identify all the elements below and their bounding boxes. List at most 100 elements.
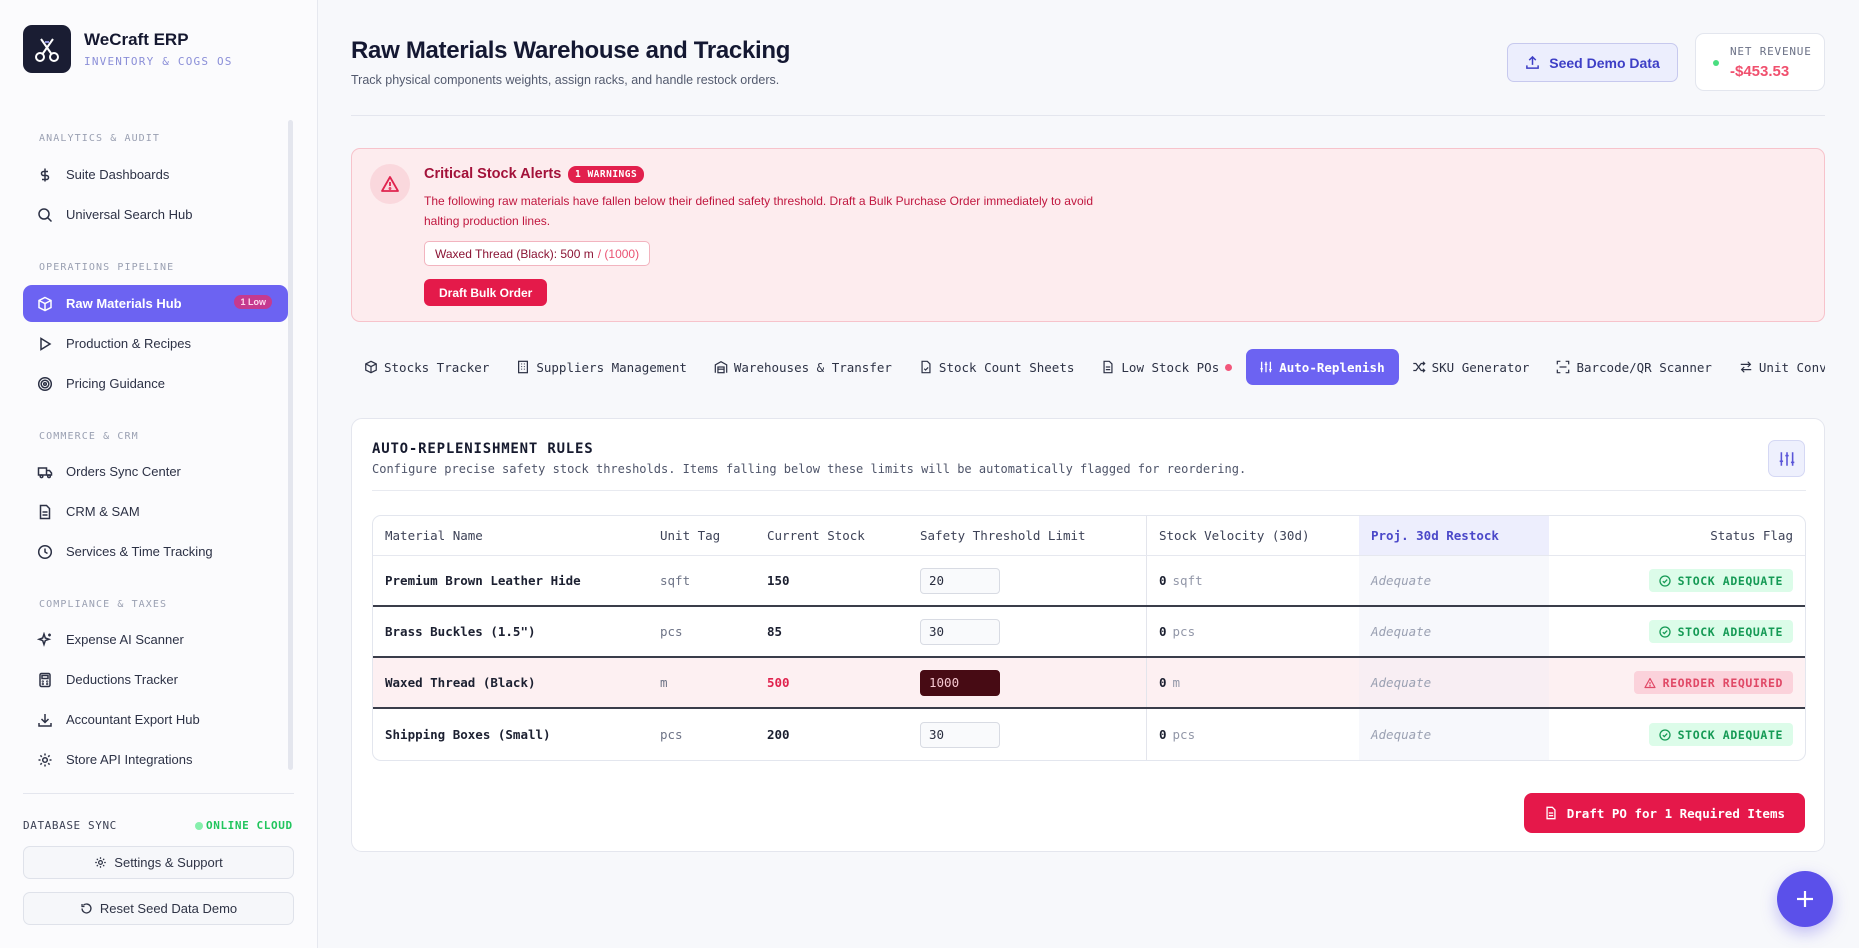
net-revenue-label: NET REVENUE	[1730, 45, 1812, 58]
sidebar-item-label: Pricing Guidance	[66, 376, 165, 391]
database-status-text: ONLINE CLOUD	[206, 819, 293, 832]
status-text: REORDER REQUIRED	[1662, 675, 1783, 690]
column-header[interactable]: Current Stock	[767, 528, 865, 543]
tab-auto-replenish[interactable]: Auto-Replenish	[1246, 349, 1399, 385]
low-stock-chip[interactable]: Waxed Thread (Black): 500 m / (1000)	[424, 241, 651, 266]
sidebar-item-universal-search[interactable]: Universal Search Hub	[23, 196, 288, 233]
material-name: Brass Buckles (1.5")	[385, 624, 536, 639]
tab-sku-generator[interactable]: SKU Generator	[1399, 349, 1544, 385]
brand[interactable]: WeCraft ERP INVENTORY & COGS OS	[23, 25, 233, 73]
column-divider	[1146, 607, 1147, 656]
sidebar-item-pricing[interactable]: Pricing Guidance	[23, 365, 288, 402]
tab-label: Low Stock POs	[1121, 359, 1220, 375]
column-header[interactable]: Status Flag	[1710, 528, 1793, 543]
sidebar-item-orders-sync[interactable]: Orders Sync Center	[23, 453, 288, 490]
critical-stock-alert: Critical Stock Alerts 1 WARNINGS The fol…	[351, 148, 1825, 322]
add-floating-button[interactable]	[1777, 871, 1833, 927]
dollar-icon	[40, 168, 50, 181]
draft-bulk-order-button[interactable]: Draft Bulk Order	[424, 279, 548, 306]
column-header[interactable]: Safety Threshold Limit	[920, 528, 1086, 543]
sidebar-item-deductions[interactable]: Deductions Tracker	[23, 661, 288, 698]
box-icon	[365, 360, 377, 374]
sidebar-item-suite-dashboards[interactable]: Suite Dashboards	[23, 156, 288, 193]
status-text: STOCK ADEQUATE	[1677, 573, 1783, 588]
column-header[interactable]: Stock Velocity (30d)	[1159, 528, 1310, 543]
threshold-input[interactable]: 30	[920, 721, 1000, 748]
current-stock: 85	[767, 624, 783, 639]
file-icon	[921, 360, 931, 374]
warnings-badge: 1 WARNINGS	[568, 166, 645, 183]
threshold-input[interactable]: 30	[920, 618, 1000, 645]
threshold-input[interactable]: 20	[920, 567, 1000, 594]
check-circle-icon	[1659, 574, 1671, 587]
tab-stock-count[interactable]: Stock Count Sheets	[906, 349, 1088, 385]
calculator-icon	[39, 672, 51, 687]
column-divider	[1146, 709, 1147, 760]
download-icon	[38, 713, 52, 727]
sidebar-item-label: CRM & SAM	[66, 504, 140, 519]
alert-title: Critical Stock Alerts	[424, 166, 562, 182]
target-icon	[37, 376, 53, 391]
sidebar-item-label: Accountant Export Hub	[66, 712, 200, 727]
sidebar-item-production[interactable]: Production & Recipes	[23, 325, 288, 362]
settings-support-button[interactable]: Settings & Support	[23, 846, 294, 879]
tab-warehouses[interactable]: Warehouses & Transfer	[701, 349, 906, 385]
adjust-settings-button[interactable]	[1768, 440, 1805, 477]
current-stock: 150	[767, 573, 790, 588]
table-row: Shipping Boxes (Small) pcs 200 30 0 pcs A…	[373, 709, 1805, 760]
tab-stocks-tracker[interactable]: Stocks Tracker	[351, 349, 503, 385]
material-name: Waxed Thread (Black)	[385, 675, 536, 690]
tab-low-stock-pos[interactable]: Low Stock POs	[1088, 349, 1246, 385]
tab-unit-converter[interactable]: Unit Converter	[1726, 349, 1825, 385]
clock-icon	[37, 544, 53, 559]
sidebar: WeCraft ERP INVENTORY & COGS OS ANALYTIC…	[0, 0, 318, 948]
check-circle-icon	[1659, 728, 1671, 741]
card-title: AUTO-REPLENISHMENT RULES	[372, 441, 594, 457]
building-icon	[518, 360, 529, 374]
seed-demo-data-button[interactable]: Seed Demo Data	[1507, 43, 1678, 82]
sidebar-item-label: Raw Materials Hub	[66, 296, 182, 311]
page-subtitle: Track physical components weights, assig…	[351, 73, 780, 87]
threshold-input[interactable]: 1000	[920, 669, 1000, 696]
brand-name: WeCraft ERP	[84, 30, 189, 49]
sparkle-icon	[37, 631, 52, 647]
warehouse-icon	[714, 361, 728, 374]
low-stock-chip-limit: / (1000)	[597, 246, 640, 261]
column-header[interactable]: Proj. 30d Restock	[1359, 516, 1549, 555]
column-header[interactable]: Unit Tag	[660, 528, 721, 543]
tab-suppliers[interactable]: Suppliers Management	[503, 349, 701, 385]
status-text: STOCK ADEQUATE	[1677, 727, 1783, 742]
unit-tag: m	[660, 675, 668, 690]
sidebar-item-services-time[interactable]: Services & Time Tracking	[23, 533, 288, 570]
sidebar-item-store-api[interactable]: Store API Integrations	[23, 741, 288, 778]
unit-tag: pcs	[660, 624, 683, 639]
search-icon	[38, 207, 53, 222]
low-stock-badge: 1 Low	[234, 295, 272, 309]
settings-support-label: Settings & Support	[114, 855, 223, 870]
nav-section-compliance: COMPLIANCE & TAXES	[39, 599, 168, 610]
reset-seed-button[interactable]: Reset Seed Data Demo	[23, 892, 294, 925]
velocity-unit: pcs	[1172, 624, 1196, 639]
sidebar-item-crm[interactable]: CRM & SAM	[23, 493, 288, 530]
unit-tag: sqft	[660, 573, 691, 588]
nav-section-commerce: COMMERCE & CRM	[39, 431, 139, 442]
tab-barcode-scanner[interactable]: Barcode/QR Scanner	[1543, 349, 1725, 385]
status-dot-icon	[1713, 60, 1719, 66]
projected-restock: Adequate	[1359, 556, 1549, 605]
sidebar-scrollbar[interactable]	[288, 120, 293, 770]
notification-dot-icon	[1225, 363, 1233, 371]
sidebar-item-raw-materials[interactable]: Raw Materials Hub 1 Low	[23, 285, 288, 322]
net-revenue-card: NET REVENUE -$453.53	[1695, 33, 1825, 91]
status-text: STOCK ADEQUATE	[1677, 624, 1783, 639]
draft-po-button[interactable]: Draft PO for 1 Required Items	[1523, 793, 1805, 833]
receipt-icon	[1103, 360, 1113, 374]
table-row: Brass Buckles (1.5") pcs 85 30 0 pcs Adeq…	[373, 607, 1805, 658]
sidebar-item-expense-ai[interactable]: Expense AI Scanner	[23, 621, 288, 658]
check-circle-icon	[1659, 625, 1671, 638]
arrows-icon	[1740, 361, 1752, 373]
sidebar-item-accountant-export[interactable]: Accountant Export Hub	[23, 701, 288, 738]
velocity-unit: sqft	[1172, 573, 1203, 588]
stock-velocity: 0 pcs	[1159, 709, 1195, 760]
sidebar-item-label: Orders Sync Center	[66, 464, 181, 479]
column-header[interactable]: Material Name	[385, 528, 483, 543]
